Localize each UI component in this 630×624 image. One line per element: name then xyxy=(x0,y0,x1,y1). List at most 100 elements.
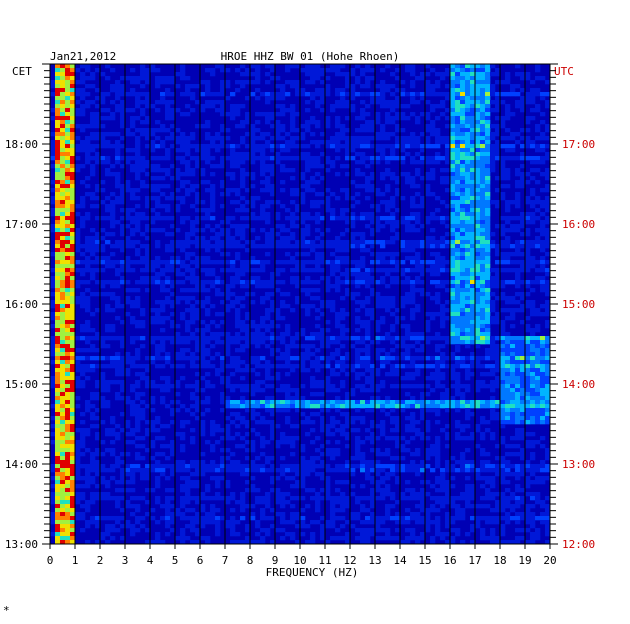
heatmap-cell xyxy=(390,312,396,317)
heatmap-cell xyxy=(240,168,246,173)
heatmap-cell xyxy=(455,96,461,101)
heatmap-cell xyxy=(365,212,371,217)
heatmap-cell xyxy=(290,104,296,109)
heatmap-cell xyxy=(145,248,151,253)
heatmap-cell xyxy=(95,68,101,73)
heatmap-cell xyxy=(190,156,196,161)
heatmap-cell xyxy=(505,156,511,161)
heatmap-cell xyxy=(75,80,81,85)
heatmap-cell xyxy=(235,124,241,129)
heatmap-cell xyxy=(220,380,226,385)
heatmap-cell xyxy=(160,156,166,161)
heatmap-cell xyxy=(155,184,161,189)
heatmap-cell xyxy=(395,76,401,81)
heatmap-cell xyxy=(75,280,81,285)
heatmap-cell xyxy=(410,424,416,429)
heatmap-cell xyxy=(295,88,301,93)
heatmap-cell xyxy=(270,144,276,149)
heatmap-cell xyxy=(510,416,516,421)
heatmap-cell xyxy=(425,404,431,409)
heatmap-cell xyxy=(350,224,356,229)
heatmap-cell xyxy=(355,168,361,173)
heatmap-cell xyxy=(535,236,541,241)
heatmap-cell xyxy=(185,328,191,333)
heatmap-cell xyxy=(430,108,436,113)
heatmap-cell xyxy=(220,84,226,89)
heatmap-cell xyxy=(535,376,541,381)
heatmap-cell xyxy=(220,244,226,249)
heatmap-cell xyxy=(520,280,526,285)
heatmap-cell xyxy=(240,264,246,269)
heatmap-cell xyxy=(185,76,191,81)
heatmap-cell xyxy=(240,388,246,393)
heatmap-cell xyxy=(65,64,71,69)
heatmap-cell xyxy=(280,112,286,117)
heatmap-cell xyxy=(285,324,291,329)
heatmap-cell xyxy=(440,344,446,349)
heatmap-cell xyxy=(410,360,416,365)
heatmap-cell xyxy=(455,256,461,261)
heatmap-cell xyxy=(55,120,61,125)
heatmap-cell xyxy=(335,248,341,253)
heatmap-cell xyxy=(200,244,206,249)
heatmap-cell xyxy=(205,88,211,93)
heatmap-cell xyxy=(85,216,91,221)
heatmap-cell xyxy=(250,340,256,345)
heatmap-cell xyxy=(60,376,66,381)
heatmap-cell xyxy=(305,124,311,129)
heatmap-cell xyxy=(300,404,306,409)
heatmap-cell xyxy=(475,280,481,285)
heatmap-cell xyxy=(240,336,246,341)
heatmap-cell xyxy=(70,292,76,297)
heatmap-cell xyxy=(100,216,106,221)
heatmap-cell xyxy=(290,232,296,237)
heatmap-cell xyxy=(130,412,136,417)
heatmap-cell xyxy=(330,252,336,257)
heatmap-cell xyxy=(450,216,456,221)
heatmap-cell xyxy=(450,236,456,241)
heatmap-cell xyxy=(435,300,441,305)
heatmap-cell xyxy=(390,116,396,121)
heatmap-cell xyxy=(315,364,321,369)
heatmap-cell xyxy=(355,152,361,157)
heatmap-cell xyxy=(65,316,71,321)
heatmap-cell xyxy=(55,424,61,429)
heatmap-cell xyxy=(415,340,421,345)
heatmap-cell xyxy=(435,368,441,373)
heatmap-cell xyxy=(340,360,346,365)
heatmap-cell xyxy=(100,344,106,349)
heatmap-cell xyxy=(190,92,196,97)
heatmap-cell xyxy=(415,400,421,405)
heatmap-cell xyxy=(120,336,126,341)
heatmap-cell xyxy=(545,384,551,389)
heatmap-cell xyxy=(170,136,176,141)
heatmap-cell xyxy=(500,308,506,313)
heatmap-cell xyxy=(500,116,506,121)
heatmap-cell xyxy=(460,124,466,129)
heatmap-cell xyxy=(280,352,286,357)
heatmap-cell xyxy=(255,324,261,329)
heatmap-cell xyxy=(270,348,276,353)
heatmap-cell xyxy=(75,112,81,117)
heatmap-cell xyxy=(475,320,481,325)
heatmap-cell xyxy=(170,196,176,201)
heatmap-cell xyxy=(455,252,461,257)
heatmap-cell xyxy=(370,400,376,405)
heatmap-cell xyxy=(355,340,361,345)
heatmap-cell xyxy=(240,384,246,389)
heatmap-cell xyxy=(450,228,456,233)
heatmap-cell xyxy=(135,320,141,325)
heatmap-cell xyxy=(540,244,546,249)
heatmap-cell xyxy=(205,352,211,357)
heatmap-cell xyxy=(160,304,166,309)
heatmap-cell xyxy=(470,292,476,297)
heatmap-cell xyxy=(235,108,241,113)
heatmap-cell xyxy=(395,420,401,425)
heatmap-cell xyxy=(435,104,441,109)
heatmap-cell xyxy=(205,208,211,213)
heatmap-cell xyxy=(120,232,126,237)
heatmap-cell xyxy=(55,372,61,377)
heatmap-cell xyxy=(355,80,361,85)
heatmap-cell xyxy=(455,240,461,245)
heatmap-cell xyxy=(525,180,531,185)
